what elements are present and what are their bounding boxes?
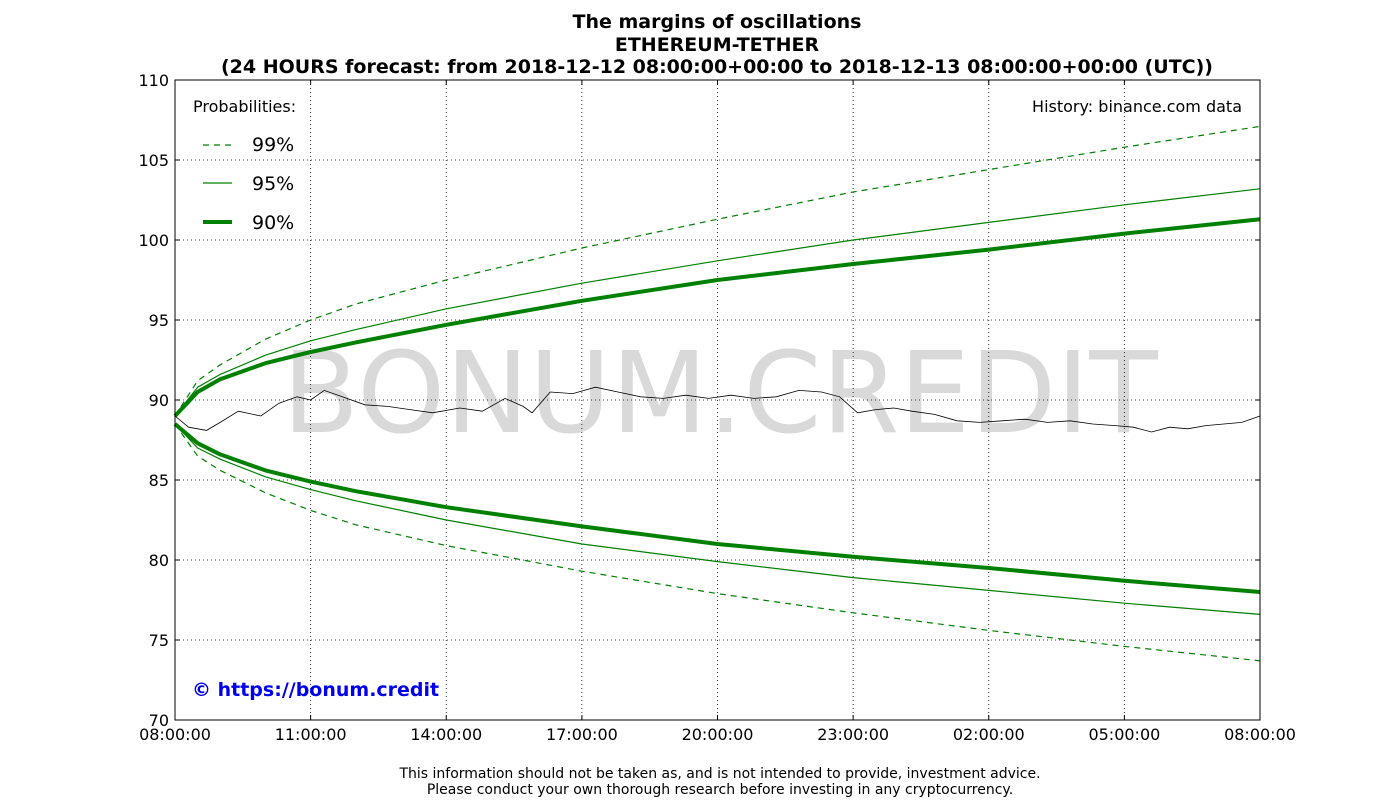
x-tick-label: 02:00:00 bbox=[953, 725, 1025, 744]
x-tick-label: 05:00:00 bbox=[1088, 725, 1160, 744]
chart-title-line-2: ETHEREUM-TETHER bbox=[615, 34, 820, 56]
legend-label-99: 99% bbox=[252, 134, 294, 156]
legend-label-95: 95% bbox=[252, 173, 294, 195]
series-line-95-upper bbox=[174, 188, 1261, 417]
series-lines bbox=[173, 125, 1261, 662]
y-tick-label: 75 bbox=[149, 631, 169, 650]
y-tick-label: 70 bbox=[149, 711, 169, 730]
chart-title-line-1: The margins of oscillations bbox=[573, 11, 862, 33]
x-tick-label: 08:00:00 bbox=[139, 725, 211, 744]
series-line-90-lower bbox=[173, 422, 1261, 594]
legend-label-90: 90% bbox=[252, 212, 294, 234]
series-line-99-upper bbox=[174, 125, 1261, 417]
x-tick-label: 17:00:00 bbox=[546, 725, 618, 744]
copyright-link[interactable]: © https://bonum.credit bbox=[192, 679, 439, 701]
x-axis-ticks: 08:00:00 11:00:00 14:00:00 17:00:00 20:00:00… bbox=[139, 80, 1296, 744]
history-source-label: History: binance.com data bbox=[1032, 97, 1242, 116]
disclaimer-line-2: Please conduct your own thorough researc… bbox=[427, 782, 1013, 798]
grid-lines bbox=[175, 80, 1260, 720]
x-tick-label: 08:00:00 bbox=[1224, 725, 1296, 744]
y-tick-label: 90 bbox=[149, 391, 169, 410]
series-line-95-lower bbox=[174, 423, 1261, 615]
y-tick-label: 105 bbox=[138, 151, 169, 170]
plot-frame bbox=[174, 79, 1261, 721]
x-tick-label: 11:00:00 bbox=[275, 725, 347, 744]
chart-title-line-3: (24 HOURS forecast: from 2018-12-12 08:0… bbox=[221, 56, 1213, 78]
legend-title: Probabilities: bbox=[193, 97, 296, 116]
series-line-history bbox=[174, 386, 1261, 433]
x-tick-label: 20:00:00 bbox=[682, 725, 754, 744]
y-axis-ticks: 70 75 80 85 90 95 100 105 110 bbox=[138, 71, 1260, 730]
y-tick-label: 110 bbox=[138, 71, 169, 90]
x-tick-label: 14:00:00 bbox=[410, 725, 482, 744]
legend: Probabilities: 99% 95% 90% bbox=[193, 97, 296, 234]
series-line-90-upper bbox=[173, 217, 1261, 418]
y-tick-label: 85 bbox=[149, 471, 169, 490]
y-tick-label: 100 bbox=[138, 231, 169, 250]
watermark: BONUM.CREDIT bbox=[282, 329, 1158, 459]
x-tick-label: 23:00:00 bbox=[817, 725, 889, 744]
disclaimer-line-1: This information should not be taken as,… bbox=[398, 766, 1040, 782]
y-tick-label: 80 bbox=[149, 551, 169, 570]
y-tick-label: 95 bbox=[149, 311, 169, 330]
